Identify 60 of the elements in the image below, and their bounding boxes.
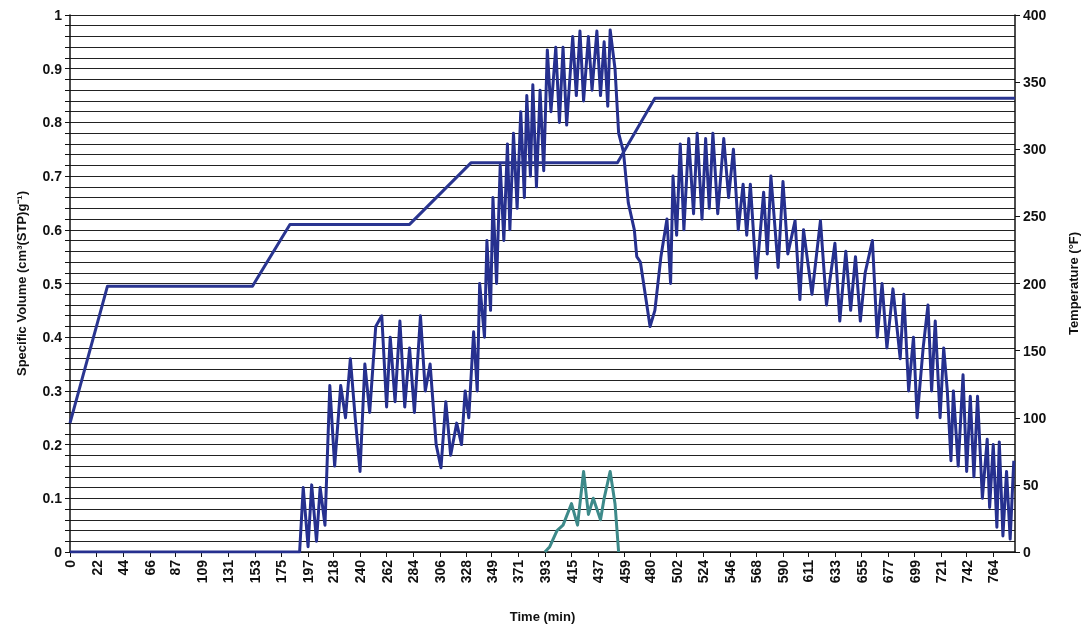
x-tick-label: 0 xyxy=(62,559,78,568)
y-tick-label: 0.1 xyxy=(42,490,63,507)
x-tick-label: 306 xyxy=(431,559,448,584)
y-tick-label: 0.8 xyxy=(42,114,63,131)
x-tick-label: 44 xyxy=(115,559,132,576)
x-tick-label: 22 xyxy=(88,559,105,576)
x-tick-label: 502 xyxy=(668,559,685,584)
x-tick-label: 655 xyxy=(853,559,870,584)
y-tick-label: 0.2 xyxy=(42,436,63,453)
x-tick-label: 590 xyxy=(774,559,791,584)
x-tick-label: 764 xyxy=(985,559,1002,584)
x-tick-label: 328 xyxy=(458,559,475,584)
x-tick-label: 284 xyxy=(405,559,422,584)
x-axis-title: Time (min) xyxy=(509,609,576,624)
x-tick-label: 87 xyxy=(167,559,184,576)
x-tick-label: 546 xyxy=(721,559,738,584)
x-tick-label: 611 xyxy=(800,559,817,583)
x-tick-label: 437 xyxy=(590,559,607,584)
x-tick-label: 721 xyxy=(933,559,950,584)
x-tick-label: 480 xyxy=(642,559,659,584)
y-tick-label: 0.7 xyxy=(42,168,63,185)
x-tick-label: 524 xyxy=(695,559,712,584)
x-tick-label: 109 xyxy=(193,559,210,584)
x-tick-label: 415 xyxy=(563,559,580,584)
x-tick-label: 371 xyxy=(510,559,527,584)
y2-tick-label: 0 xyxy=(1023,544,1031,560)
y-tick-label: 0.5 xyxy=(42,275,63,292)
y2-tick-label: 400 xyxy=(1023,7,1047,23)
y-tick-label: 1 xyxy=(54,7,63,23)
x-tick-label: 153 xyxy=(246,559,263,584)
x-tick-label: 699 xyxy=(906,559,923,584)
x-tick-label: 240 xyxy=(352,559,369,584)
x-tick-label: 197 xyxy=(300,559,317,584)
y-tick-label: 0 xyxy=(54,544,63,560)
y2-tick-label: 100 xyxy=(1023,409,1047,426)
y2-tick-label: 50 xyxy=(1023,476,1039,493)
x-tick-label: 66 xyxy=(141,559,158,576)
y2-tick-label: 250 xyxy=(1023,208,1047,225)
y-axis-title: Specific Volume (cm³(STP)g⁻¹) xyxy=(14,190,29,377)
y2-axis-title: Temperature (°F) xyxy=(1066,231,1081,336)
x-tick-label: 568 xyxy=(748,559,765,584)
x-tick-label: 633 xyxy=(826,559,843,584)
x-tick-label: 175 xyxy=(273,559,290,584)
x-tick-label: 218 xyxy=(325,559,342,584)
y2-tick-label: 350 xyxy=(1023,74,1047,91)
x-tick-label: 131 xyxy=(220,559,237,584)
x-tick-label: 349 xyxy=(483,559,500,584)
y2-tick-label: 150 xyxy=(1023,342,1047,359)
line-series xyxy=(543,469,621,554)
y2-tick-label: 200 xyxy=(1023,275,1047,292)
y-tick-label: 0.6 xyxy=(42,221,63,238)
x-tick-label: 742 xyxy=(958,559,975,584)
x-tick-label: 393 xyxy=(536,559,553,584)
x-tick-label: 262 xyxy=(378,559,395,584)
y-tick-label: 0.3 xyxy=(42,382,63,399)
x-tick-label: 677 xyxy=(880,559,897,584)
x-tick-label: 459 xyxy=(616,559,633,584)
y-tick-label: 0.9 xyxy=(42,60,63,77)
y2-tick-label: 300 xyxy=(1023,141,1047,158)
y-tick-label: 0.4 xyxy=(42,329,63,346)
